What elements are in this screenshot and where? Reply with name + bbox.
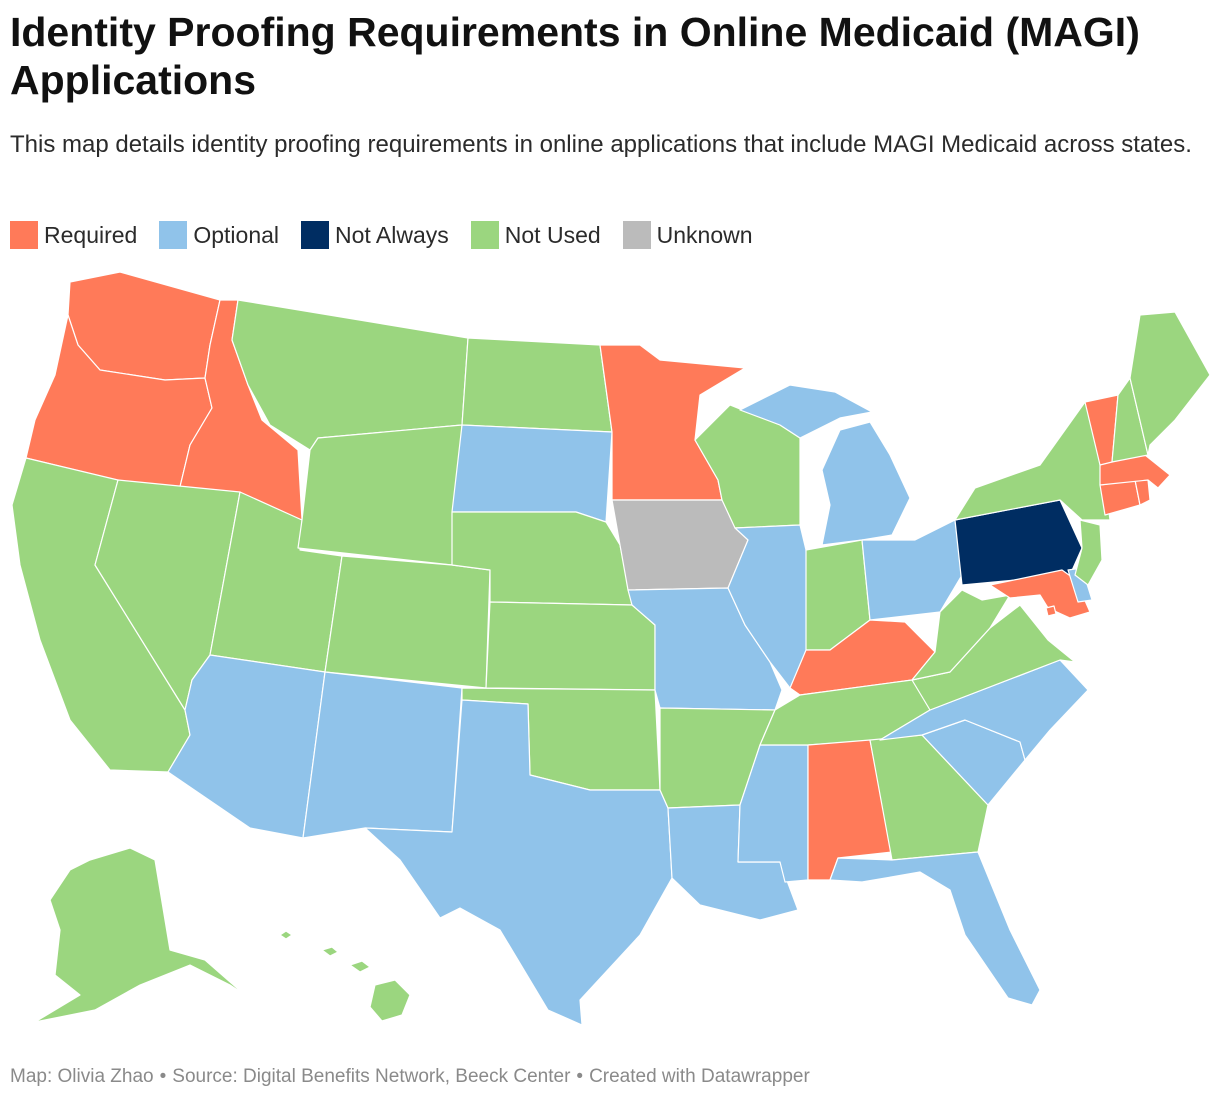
legend-label-unknown: Unknown xyxy=(656,221,753,248)
state-TX[interactable] xyxy=(364,699,673,1026)
state-NM[interactable] xyxy=(302,671,463,839)
state-SD[interactable] xyxy=(451,424,613,523)
state-HI[interactable] xyxy=(279,930,411,1022)
legend-item-required: Required xyxy=(10,221,137,249)
state-ND[interactable] xyxy=(461,337,613,433)
state-IL[interactable] xyxy=(727,524,813,689)
legend-swatch-optional xyxy=(159,221,188,249)
state-CT[interactable] xyxy=(1099,479,1141,516)
legend: Required Optional Not Always Not Used Un… xyxy=(10,220,753,250)
legend-label-required: Required xyxy=(44,221,138,248)
map-title: Identity Proofing Requirements in Online… xyxy=(10,9,1140,103)
state-FL[interactable] xyxy=(829,851,1041,1006)
state-IA[interactable] xyxy=(611,499,749,591)
legend-label-not-always: Not Always xyxy=(335,221,449,248)
legend-item-not-used: Not Used xyxy=(470,221,601,249)
state-NJ[interactable] xyxy=(1074,519,1103,586)
legend-label-optional: Optional xyxy=(193,221,280,248)
footer-separator: • xyxy=(576,1066,584,1087)
legend-swatch-unknown xyxy=(622,221,651,249)
footer-credits: Map: Olivia Zhao • Source: Digital Benefit… xyxy=(10,1066,810,1088)
state-DC[interactable] xyxy=(1045,605,1057,617)
footer-tool-link[interactable]: Created with Datawrapper xyxy=(589,1066,810,1087)
state-ME[interactable] xyxy=(1129,311,1211,456)
footer-map-credit: Map: Olivia Zhao xyxy=(10,1066,154,1087)
legend-swatch-not-used xyxy=(470,221,499,249)
state-NY[interactable] xyxy=(954,401,1111,521)
legend-swatch-required xyxy=(10,221,38,249)
state-MI[interactable] xyxy=(821,421,911,546)
state-MI-UP[interactable] xyxy=(739,384,873,439)
state-AZ[interactable] xyxy=(167,654,326,839)
state-WY[interactable] xyxy=(297,424,463,566)
legend-item-optional: Optional xyxy=(159,221,279,249)
map-subtitle: This map details identity proofing requi… xyxy=(10,131,1192,158)
legend-label-not-used: Not Used xyxy=(504,221,601,248)
footer-separator: • xyxy=(159,1066,167,1087)
legend-swatch-not-always xyxy=(301,221,330,249)
state-AK[interactable] xyxy=(34,847,246,1023)
us-map xyxy=(11,271,1211,1026)
state-KS[interactable] xyxy=(485,601,656,691)
state-MD[interactable] xyxy=(989,569,1091,619)
state-CO[interactable] xyxy=(324,555,491,689)
legend-item-unknown: Unknown xyxy=(622,221,753,249)
legend-item-not-always: Not Always xyxy=(301,221,449,249)
footer-source: Source: Digital Benefits Network, Beeck … xyxy=(172,1066,571,1087)
